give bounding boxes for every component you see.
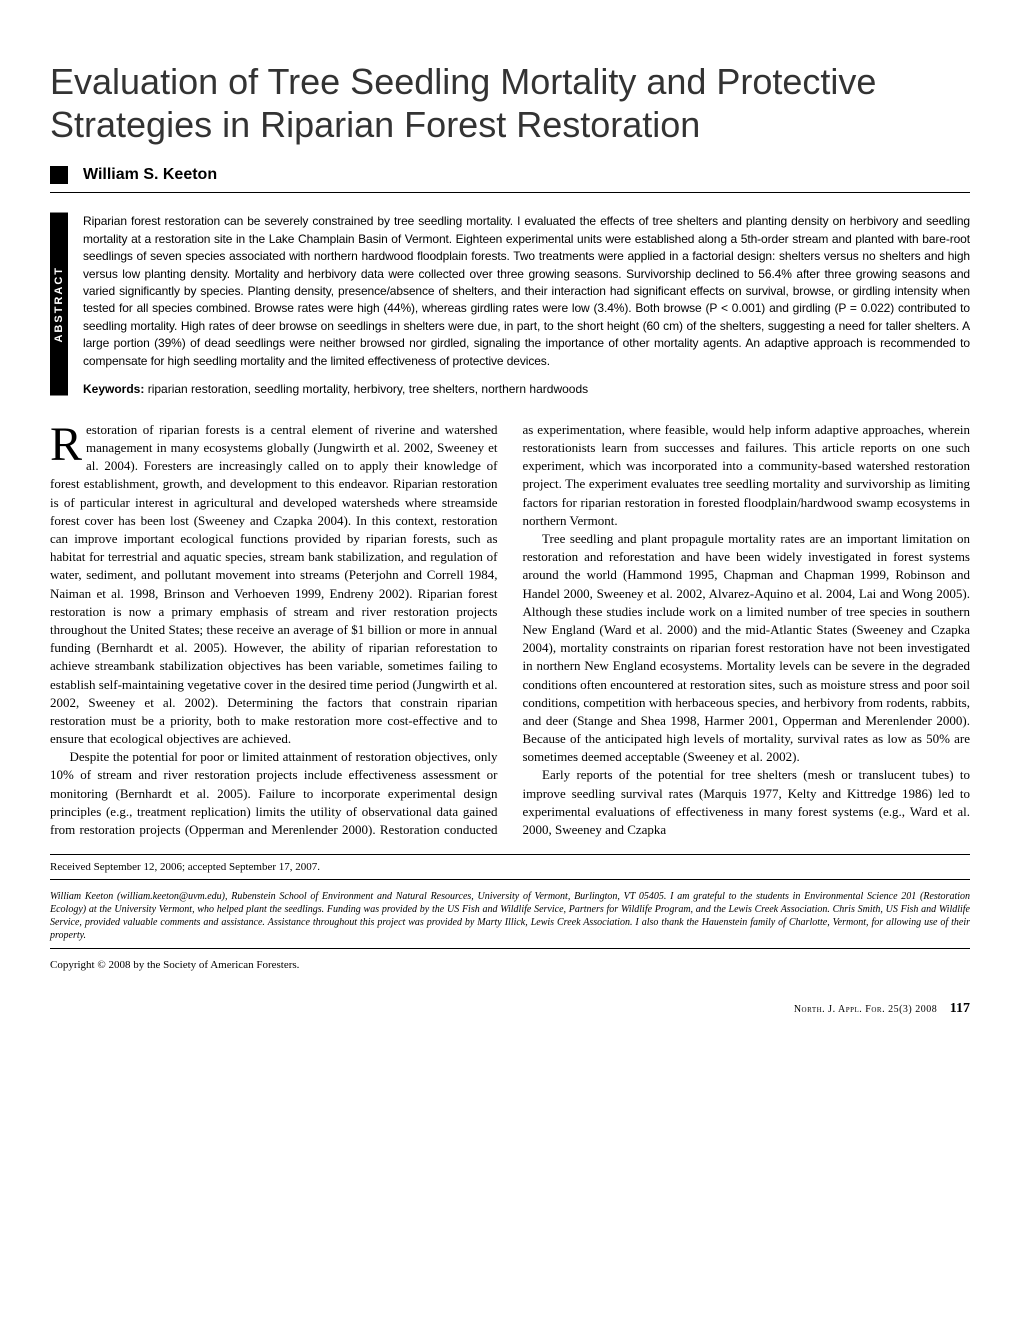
article-body: Restoration of riparian forests is a cen…	[50, 421, 970, 839]
keywords: Keywords: riparian restoration, seedling…	[83, 382, 970, 396]
keywords-text: riparian restoration, seedling mortality…	[144, 382, 588, 396]
author-note: William Keeton (william.keeton@uvm.edu),…	[50, 890, 970, 949]
copyright: Copyright © 2008 by the Society of Ameri…	[50, 959, 970, 971]
page-footer: North. J. Appl. For. 25(3) 2008 117	[50, 1001, 970, 1017]
keywords-label: Keywords:	[83, 382, 144, 396]
journal-reference: North. J. Appl. For. 25(3) 2008	[794, 1004, 937, 1015]
body-paragraph-3: Tree seedling and plant propagule mortal…	[523, 530, 971, 766]
page-number: 117	[950, 1001, 970, 1016]
author-name: William S. Keeton	[83, 166, 217, 184]
abstract-text: Riparian forest restoration can be sever…	[83, 213, 970, 370]
article-title: Evaluation of Tree Seedling Mortality an…	[50, 60, 970, 146]
body-paragraph-4: Early reports of the potential for tree …	[523, 766, 971, 839]
received-dates: Received September 12, 2006; accepted Se…	[50, 861, 970, 880]
abstract-label: ABSTRACT	[50, 213, 68, 396]
abstract-container: ABSTRACT Riparian forest restoration can…	[50, 213, 970, 396]
body-paragraph-1: Restoration of riparian forests is a cen…	[50, 421, 498, 748]
abstract-content: Riparian forest restoration can be sever…	[68, 213, 970, 396]
footer-section: Received September 12, 2006; accepted Se…	[50, 854, 970, 971]
author-row: William S. Keeton	[50, 166, 970, 193]
decorative-square	[50, 166, 68, 184]
